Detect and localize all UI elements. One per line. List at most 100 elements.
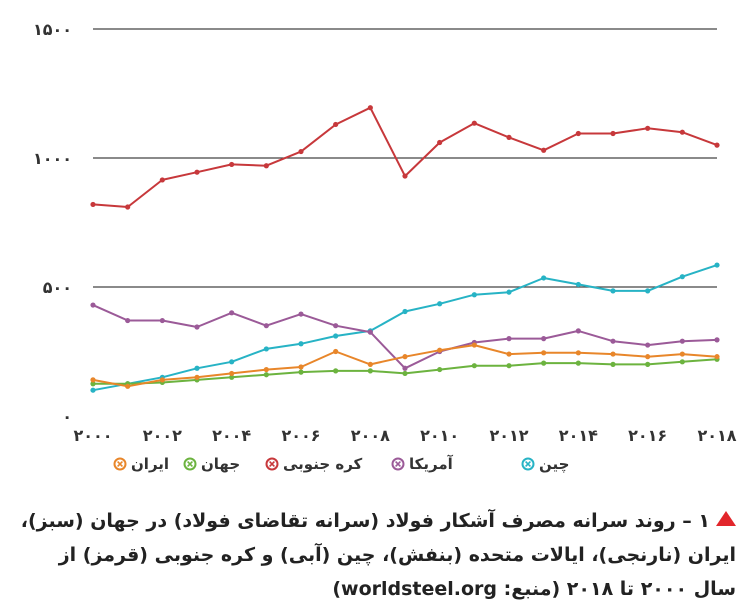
legend: چین آمریکا کره جنوبی جهان ایران bbox=[113, 455, 569, 474]
data-point bbox=[159, 377, 165, 383]
data-point bbox=[610, 338, 616, 344]
triangle-marker-icon bbox=[716, 511, 736, 526]
data-point bbox=[229, 370, 235, 377]
data-point bbox=[402, 365, 408, 371]
data-series bbox=[90, 105, 720, 393]
data-point bbox=[263, 372, 269, 378]
data-point bbox=[263, 323, 269, 329]
data-point bbox=[298, 364, 304, 370]
data-point bbox=[333, 121, 339, 128]
series-2 bbox=[90, 105, 720, 210]
data-point bbox=[610, 351, 616, 357]
data-point bbox=[402, 370, 408, 377]
data-point bbox=[575, 350, 581, 356]
data-point bbox=[714, 262, 720, 268]
data-point bbox=[575, 281, 581, 288]
y-tick-label: ۰ bbox=[62, 407, 72, 426]
data-point bbox=[541, 350, 547, 356]
data-point bbox=[610, 288, 616, 294]
data-point bbox=[298, 311, 304, 317]
data-point bbox=[125, 204, 131, 210]
data-point bbox=[194, 365, 200, 371]
data-point bbox=[506, 336, 512, 342]
data-point bbox=[229, 359, 235, 365]
figure-number: ۱ – bbox=[682, 510, 710, 532]
x-tick-label: ۲۰۰۲ bbox=[143, 426, 182, 445]
x-tick-label: ۲۰۰۶ bbox=[281, 426, 320, 445]
data-point bbox=[506, 363, 512, 369]
data-point bbox=[194, 169, 200, 175]
legend-label: کره جنوبی bbox=[283, 455, 363, 473]
data-point bbox=[367, 329, 373, 335]
data-point bbox=[125, 383, 131, 389]
x-tick-label: ۲۰۱۴ bbox=[559, 426, 598, 445]
data-point bbox=[471, 342, 477, 348]
x-tick-label: ۲۰۰۸ bbox=[351, 426, 390, 445]
legend-item-1: آمریکا bbox=[391, 455, 454, 473]
series-1 bbox=[90, 302, 720, 371]
legend-cross-icon bbox=[187, 461, 193, 467]
caption-text: روند سرانه مصرف آشکار فولاد (سرانه تقاضا… bbox=[20, 510, 736, 600]
data-point bbox=[90, 387, 96, 393]
data-point bbox=[471, 292, 477, 298]
data-point bbox=[645, 288, 651, 294]
data-point bbox=[263, 366, 269, 373]
y-axis-ticks: ۰ ۵۰۰ ۱۰۰۰ ۱۵۰۰ bbox=[33, 20, 72, 426]
data-point bbox=[645, 361, 651, 367]
data-point bbox=[229, 310, 235, 316]
data-point bbox=[402, 354, 408, 360]
data-point bbox=[506, 134, 512, 140]
x-tick-label: ۲۰۱۸ bbox=[697, 426, 736, 445]
data-point bbox=[506, 351, 512, 357]
x-tick-label: ۲۰۱۲ bbox=[489, 426, 528, 445]
x-tick-label: ۲۰۱۶ bbox=[628, 426, 667, 445]
data-point bbox=[541, 147, 547, 153]
data-point bbox=[679, 359, 685, 365]
data-point bbox=[298, 148, 304, 155]
data-point bbox=[229, 374, 235, 380]
data-point bbox=[263, 346, 269, 352]
data-point bbox=[714, 337, 720, 343]
legend-label: ایران bbox=[131, 455, 169, 473]
data-point bbox=[575, 328, 581, 334]
data-point bbox=[714, 142, 720, 148]
legend-item-0: چین bbox=[521, 455, 569, 474]
data-point bbox=[194, 324, 200, 330]
data-point bbox=[645, 125, 651, 131]
legend-label: آمریکا bbox=[409, 455, 454, 473]
data-point bbox=[90, 381, 96, 387]
data-point bbox=[575, 130, 581, 137]
data-point bbox=[229, 161, 235, 168]
data-point bbox=[471, 120, 477, 126]
data-point bbox=[575, 360, 581, 366]
y-tick-label: ۵۰۰ bbox=[43, 278, 72, 297]
series-4 bbox=[90, 342, 720, 389]
grid-lines bbox=[93, 28, 717, 288]
data-point bbox=[506, 289, 512, 295]
data-point bbox=[90, 377, 96, 383]
data-point bbox=[367, 105, 373, 111]
data-point bbox=[367, 361, 373, 367]
x-tick-label: ۲۰۱۰ bbox=[420, 426, 459, 445]
data-point bbox=[541, 360, 547, 366]
data-point bbox=[679, 338, 685, 344]
data-point bbox=[645, 354, 651, 360]
legend-cross-icon bbox=[117, 461, 123, 467]
y-tick-label: ۱۵۰۰ bbox=[33, 20, 72, 39]
data-point bbox=[610, 130, 616, 137]
legend-item-4: ایران bbox=[113, 455, 169, 473]
data-point bbox=[367, 368, 373, 374]
data-point bbox=[679, 129, 685, 135]
legend-item-3: جهان bbox=[183, 455, 240, 473]
data-point bbox=[402, 308, 408, 315]
figure-caption: ۱ – روند سرانه مصرف آشکار فولاد (سرانه ت… bbox=[14, 504, 736, 606]
data-point bbox=[298, 341, 304, 347]
data-point bbox=[541, 336, 547, 342]
x-axis-ticks: ۲۰۰۰ ۲۰۰۲ ۲۰۰۴ ۲۰۰۶ ۲۰۰۸ ۲۰۱۰ ۲۰۱۲ ۲۰۱۴ ۲۰۱۶ ۲۰۱۸ bbox=[73, 426, 736, 445]
data-point bbox=[610, 361, 616, 367]
data-point bbox=[645, 342, 651, 348]
y-tick-label: ۱۰۰۰ bbox=[33, 149, 72, 168]
x-tick-label: ۲۰۰۰ bbox=[73, 426, 112, 445]
data-point bbox=[437, 139, 443, 146]
data-point bbox=[471, 363, 477, 369]
